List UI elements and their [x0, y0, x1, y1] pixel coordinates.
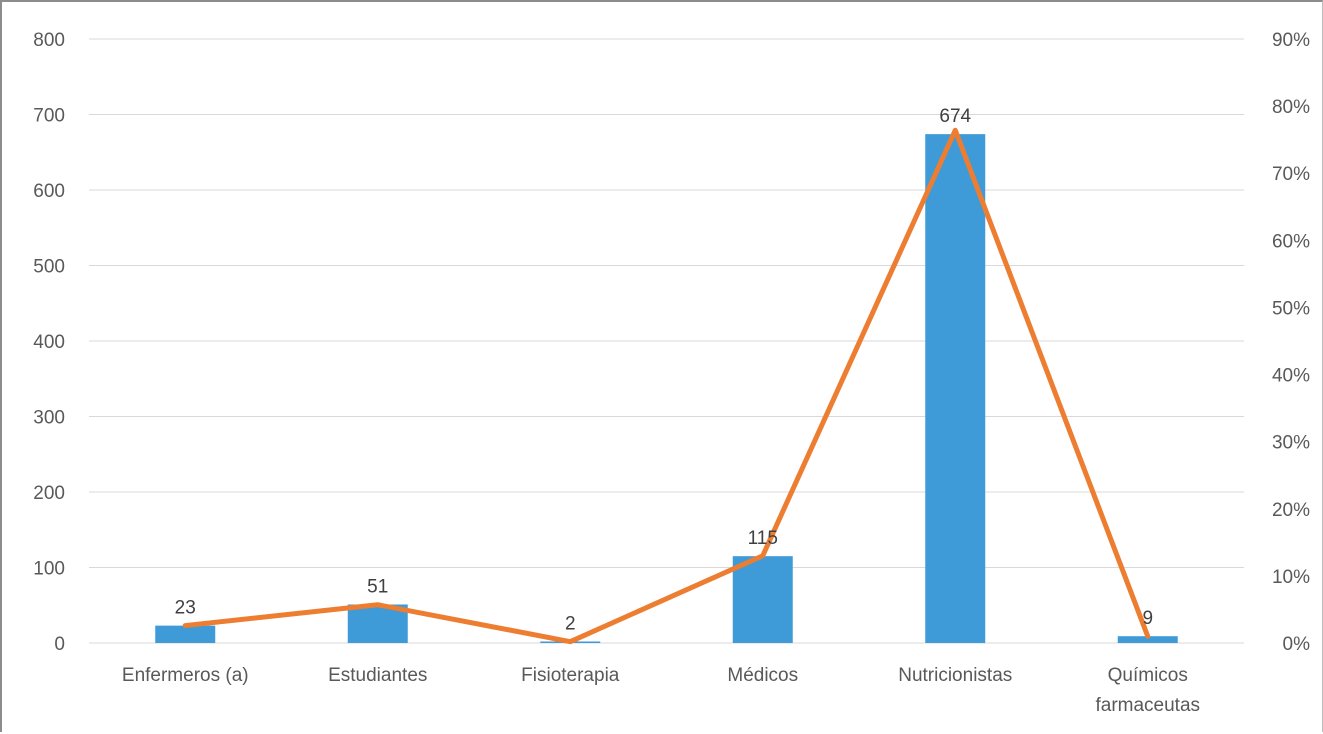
category-label: Estudiantes	[328, 665, 427, 686]
left-tick-label: 400	[33, 332, 65, 353]
category-label: Médicos	[727, 665, 798, 686]
category-label: Fisioterapia	[521, 665, 620, 686]
left-tick-label: 700	[33, 106, 65, 127]
data-label: 115	[748, 528, 778, 549]
data-label: 9	[1142, 608, 1153, 629]
category-label: Enfermeros (a)	[122, 665, 249, 686]
right-tick-label: 10%	[1272, 567, 1310, 588]
left-tick-label: 0	[54, 634, 65, 655]
data-label: 674	[939, 106, 971, 127]
right-tick-label: 90%	[1272, 30, 1310, 51]
series-line	[182, 127, 1151, 645]
left-tick-label: 300	[33, 408, 65, 429]
data-label: 23	[175, 598, 196, 619]
category-label: Químicos farmaceutas	[1095, 665, 1200, 716]
right-tick-label: 60%	[1272, 231, 1310, 252]
right-tick-label: 0%	[1283, 634, 1311, 655]
right-tick-label: 50%	[1272, 298, 1310, 319]
line-series	[182, 127, 1151, 645]
bar	[155, 625, 216, 643]
data-labels: 23 51 2 115 674 9	[175, 106, 1153, 634]
left-tick-label: 500	[33, 257, 65, 278]
data-label: 51	[367, 576, 388, 597]
category-labels: Enfermeros (a) Estudiantes Fisioterapia Méd…	[122, 665, 1200, 716]
bar	[925, 134, 986, 643]
bar-series	[155, 134, 1178, 643]
left-tick-label: 100	[33, 559, 65, 580]
gridlines	[89, 38, 1244, 644]
right-tick-label: 80%	[1272, 97, 1310, 118]
left-axis-ticks: 0 100 200 300 400 500 600 700 800	[33, 30, 65, 655]
right-tick-label: 70%	[1272, 164, 1310, 185]
right-axis-ticks: 0% 10% 20% 30% 40% 50% 60% 70% 80% 90%	[1272, 30, 1310, 655]
right-tick-label: 30%	[1272, 433, 1310, 454]
left-tick-label: 200	[33, 483, 65, 504]
category-label: Nutricionistas	[898, 665, 1012, 686]
bar	[1117, 636, 1178, 643]
right-tick-label: 20%	[1272, 500, 1310, 521]
bar	[732, 556, 793, 643]
right-tick-label: 40%	[1272, 366, 1310, 387]
data-label: 2	[565, 613, 576, 634]
left-tick-label: 600	[33, 181, 65, 202]
left-tick-label: 800	[33, 30, 65, 51]
